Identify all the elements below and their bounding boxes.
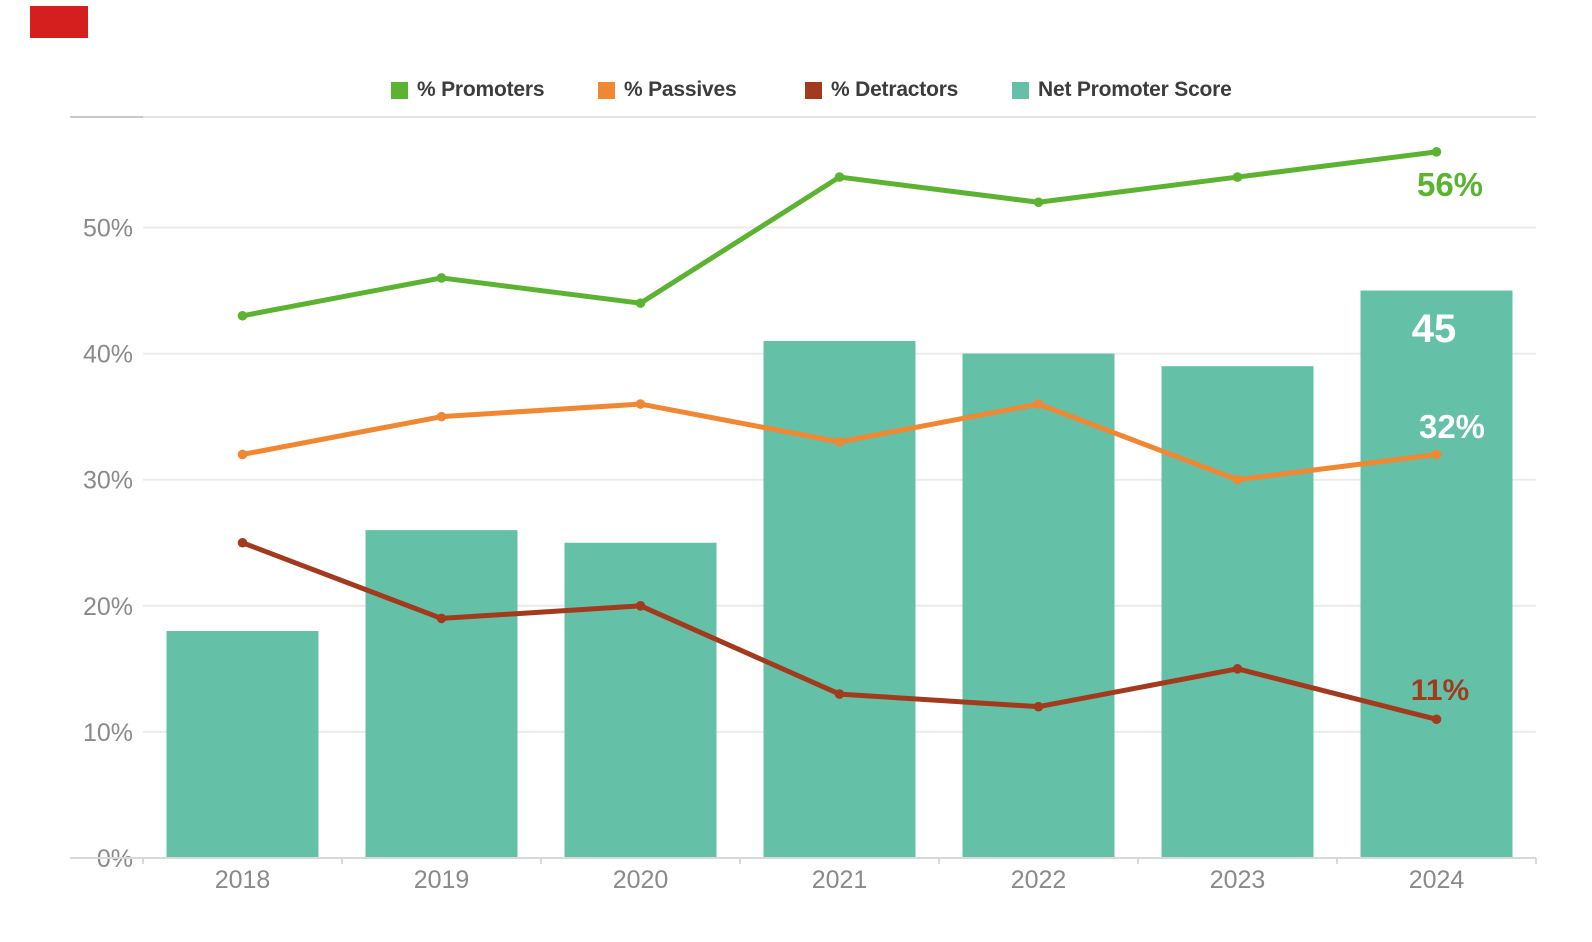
point-2023[interactable] xyxy=(1232,172,1243,182)
point-2018[interactable] xyxy=(237,310,248,321)
x-axis-label-2018: 2018 xyxy=(215,866,271,894)
point-2024[interactable] xyxy=(1431,449,1442,460)
point-2020[interactable] xyxy=(635,399,646,409)
point-2024[interactable] xyxy=(1431,147,1442,157)
legend-item-passives[interactable]: % Passives xyxy=(598,78,737,102)
x-axis-label-2022: 2022 xyxy=(1011,866,1067,894)
point-2023[interactable] xyxy=(1232,664,1243,674)
legend-label-nps: Net Promoter Score xyxy=(1038,78,1232,101)
promoters-swatch-icon xyxy=(391,81,408,99)
point-2021[interactable] xyxy=(834,689,845,699)
x-axis-label-2020: 2020 xyxy=(613,866,669,894)
point-2019[interactable] xyxy=(436,273,447,283)
legend-label-detractors: % Detractors xyxy=(831,78,959,101)
legend-item-nps[interactable]: Net Promoter Score xyxy=(1012,78,1232,102)
point-2021[interactable] xyxy=(834,172,845,182)
point-2019[interactable] xyxy=(436,411,447,422)
point-2023[interactable] xyxy=(1232,474,1243,485)
nps-swatch-icon xyxy=(1012,81,1029,99)
point-2021[interactable] xyxy=(834,437,845,447)
y-axis-label-40%: 40% xyxy=(83,341,133,369)
chart-legend: % Promoters % Passives % Detractors Net … xyxy=(0,0,1592,110)
data-label-32pct: 32% xyxy=(1419,408,1485,445)
bar-2022[interactable] xyxy=(962,353,1115,858)
legend-item-detractors[interactable]: % Detractors xyxy=(805,78,958,102)
red-indicator xyxy=(30,6,88,38)
legend-label-promoters: % Promoters xyxy=(417,78,545,101)
point-2019[interactable] xyxy=(436,613,447,624)
point-2022[interactable] xyxy=(1033,399,1044,409)
y-axis-label-30%: 30% xyxy=(83,467,133,495)
y-axis-label-50%: 50% xyxy=(83,215,133,243)
y-axis-label-10%: 10% xyxy=(83,719,133,747)
x-axis-label-2023: 2023 xyxy=(1210,866,1266,894)
bar-2018[interactable] xyxy=(166,631,319,858)
point-2020[interactable] xyxy=(635,601,646,611)
legend-label-passives: % Passives xyxy=(624,78,737,101)
x-axis-label-2021: 2021 xyxy=(812,866,868,894)
bar-2021[interactable] xyxy=(763,340,916,858)
point-2022[interactable] xyxy=(1033,701,1044,712)
point-2024[interactable] xyxy=(1431,714,1442,725)
bar-2019[interactable] xyxy=(365,530,518,858)
detractors-swatch-icon xyxy=(805,81,822,99)
bar-2023[interactable] xyxy=(1161,366,1314,858)
x-axis-label-2019: 2019 xyxy=(414,866,470,894)
data-label-11pct: 11% xyxy=(1411,674,1469,707)
y-axis-label-20%: 20% xyxy=(83,593,133,621)
passives-swatch-icon xyxy=(598,81,615,99)
data-label-56pct: 56% xyxy=(1417,166,1483,203)
x-axis-label-2024: 2024 xyxy=(1409,866,1465,894)
bar-2024[interactable] xyxy=(1360,290,1513,858)
legend-item-promoters[interactable]: % Promoters xyxy=(391,78,545,102)
point-2020[interactable] xyxy=(635,298,646,308)
point-2018[interactable] xyxy=(237,449,248,460)
point-2018[interactable] xyxy=(237,537,248,548)
point-2022[interactable] xyxy=(1033,197,1044,208)
bar-2020[interactable] xyxy=(564,542,717,858)
data-label-45: 45 xyxy=(1412,307,1457,351)
